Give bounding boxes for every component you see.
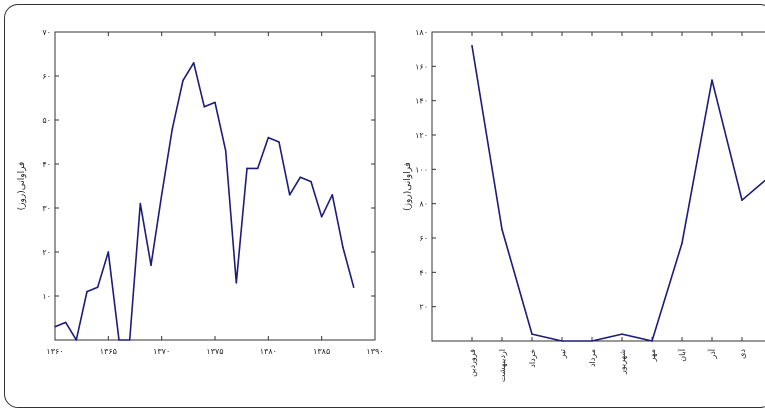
left-x-tick-label: ۱۳۸۵ xyxy=(313,347,330,356)
left-x-tick-label: ۱۳۹۰ xyxy=(366,347,383,356)
right-data-point xyxy=(681,242,683,244)
right-data-point xyxy=(711,79,713,81)
left-data-point xyxy=(182,79,184,82)
left-series-line xyxy=(54,61,355,341)
left-y-tick-label: ۴۰ xyxy=(42,160,51,169)
right-chart: ۲۰ ۴۰ ۶۰ ۸۰ ۱۰۰ ۱۲۰ ۱۴۰ ۱۶۰ ۱۸۰ فروردین اردیبهشت خر… xyxy=(403,28,765,382)
right-y-tick-label: ۱۶۰ xyxy=(415,62,428,71)
left-data-point xyxy=(342,246,344,249)
left-data-point xyxy=(299,176,302,178)
right-x-tick-label: شهریور xyxy=(618,349,627,375)
left-data-point xyxy=(107,251,110,253)
right-y-tick-label: ۶۰ xyxy=(419,234,428,243)
left-data-point xyxy=(64,321,67,324)
right-x-tick-label: مرداد xyxy=(588,349,597,367)
left-data-point xyxy=(331,194,334,196)
left-y-tick-label: ۶۰ xyxy=(42,72,51,81)
left-data-point xyxy=(288,194,291,196)
right-data-point xyxy=(621,333,623,335)
left-x-tick-label: ۱۳۷۵ xyxy=(206,347,223,356)
left-data-point xyxy=(86,290,88,293)
left-data-point xyxy=(256,167,259,170)
right-x-tick-label: دی xyxy=(738,349,747,359)
right-y-tick-label: ۲۰ xyxy=(419,303,428,312)
right-x-tick-label: تیر xyxy=(558,349,567,359)
right-data-point xyxy=(591,340,593,342)
right-x-tick-label: آبان xyxy=(677,348,687,362)
right-x-tick-label: فروردین xyxy=(468,349,477,377)
right-series-line xyxy=(471,45,765,342)
left-y-tick-label: ۳۰ xyxy=(42,204,51,213)
left-data-point xyxy=(139,202,142,205)
left-data-point xyxy=(352,286,355,289)
left-data-point xyxy=(278,141,280,143)
left-x-tick-label: ۱۳۷۰ xyxy=(153,347,170,356)
right-data-point xyxy=(651,340,653,342)
left-data-point xyxy=(171,128,174,130)
left-data-point xyxy=(75,339,78,341)
right-data-point xyxy=(531,333,533,335)
left-data-point xyxy=(192,62,195,64)
left-y-tick-label: ۷۰ xyxy=(42,28,51,37)
left-data-point xyxy=(203,106,206,108)
left-data-point xyxy=(96,286,99,289)
right-x-tick-label: اردیبهشت xyxy=(498,349,507,382)
left-y-axis-label: فراوانی(روز) xyxy=(17,162,27,211)
left-data-point xyxy=(224,150,227,152)
right-y-axis-label: فراوانی(روز) xyxy=(403,162,413,211)
left-data-point xyxy=(214,101,216,104)
right-y-tick-label: ۱۲۰ xyxy=(415,131,428,140)
right-x-tick-label: آذر xyxy=(707,348,717,359)
right-y-tick-label: ۱۴۰ xyxy=(415,97,428,106)
right-data-point xyxy=(561,340,563,342)
left-y-tick-label: ۵۰ xyxy=(42,116,51,125)
right-y-tick-label: ۱۰۰ xyxy=(415,165,428,174)
left-data-point xyxy=(235,282,238,284)
right-data-point xyxy=(741,199,743,202)
left-x-tick-label: ۱۳۶۰ xyxy=(46,347,63,356)
right-data-point xyxy=(501,228,503,231)
left-x-tick-label: ۱۳۶۵ xyxy=(100,347,117,356)
left-y-tick-label: ۲۰ xyxy=(42,248,51,257)
right-x-tick-label: مهر xyxy=(648,349,657,362)
left-data-point xyxy=(160,194,163,196)
left-data-point xyxy=(267,136,270,139)
left-data-point xyxy=(310,180,312,183)
right-data-point xyxy=(471,44,473,47)
left-data-point xyxy=(246,167,248,170)
left-chart: ۱۰ ۲۰ ۳۰ ۴۰ ۵۰ ۶۰ ۷۰ ۱۳۶۰ ۱۳۶۵ ۱۳۷۰ ۱۳۷۵ ۱۳۸۰ ۱۳۸۵ ۱۳… xyxy=(17,28,384,356)
right-y-tick-label: ۴۰ xyxy=(419,268,428,277)
left-y-tick-label: ۱۰ xyxy=(42,292,51,301)
left-plot-area xyxy=(54,31,376,341)
figure-frame xyxy=(4,4,765,408)
right-y-tick-label: ۸۰ xyxy=(419,200,428,209)
right-x-tick-label: خرداد xyxy=(528,349,537,368)
left-data-point xyxy=(54,326,56,328)
left-data-point xyxy=(118,339,120,341)
left-data-point xyxy=(128,339,131,341)
left-data-point xyxy=(150,264,152,267)
left-data-point xyxy=(320,216,323,218)
right-plot-area xyxy=(431,31,765,342)
right-y-tick-label: ۱۸۰ xyxy=(415,28,428,37)
left-x-tick-label: ۱۳۸۰ xyxy=(260,347,277,356)
